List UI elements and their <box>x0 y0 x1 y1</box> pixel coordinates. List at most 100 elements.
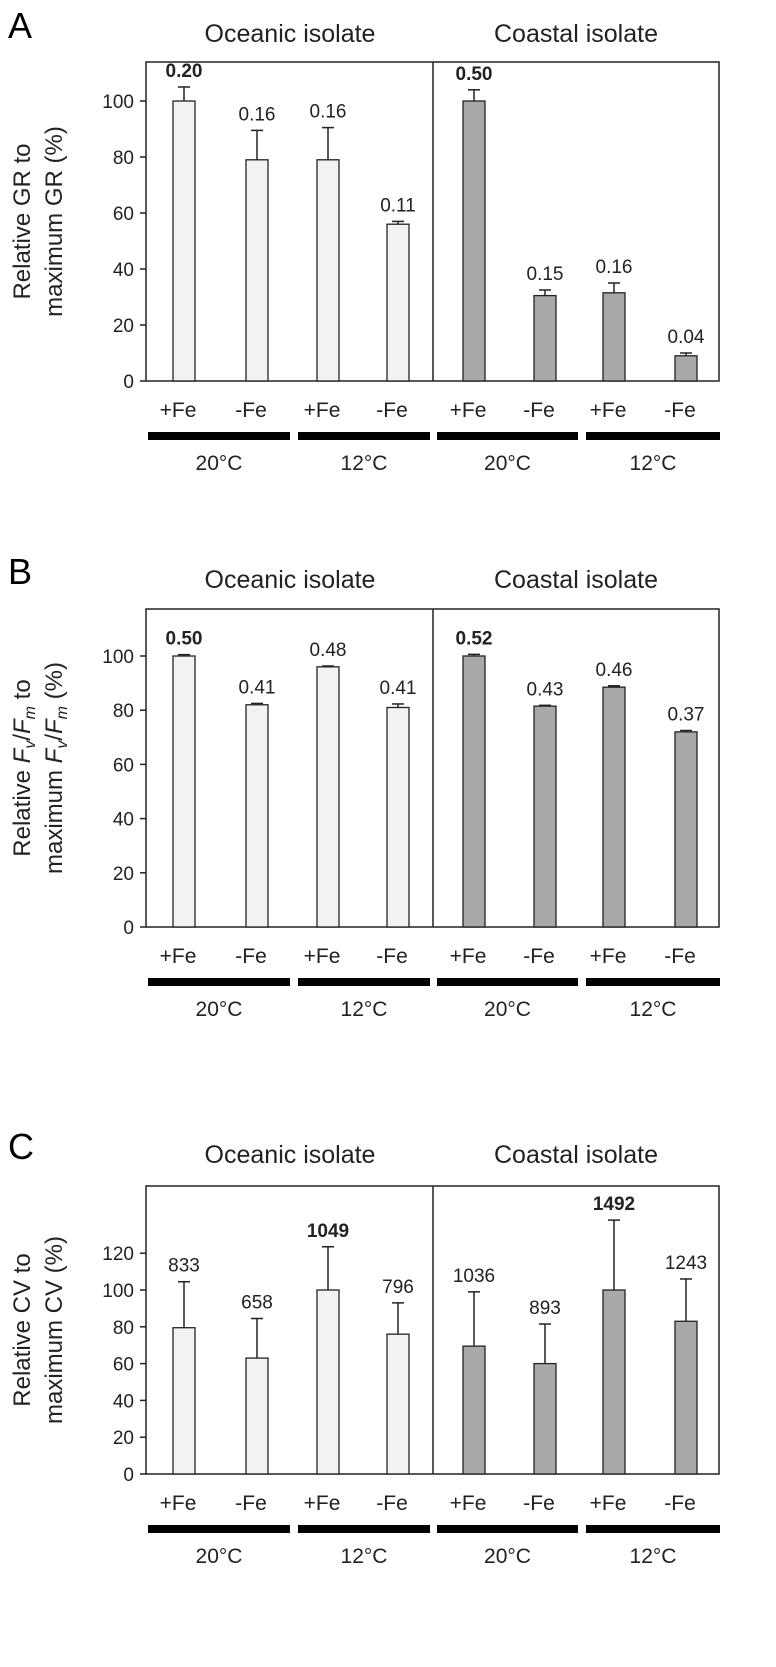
data-label: 1036 <box>453 1266 495 1287</box>
bar-oceanic <box>316 666 340 928</box>
y-axis-label: Relative GR to <box>9 143 36 299</box>
y-axis-label-part: m <box>22 706 39 719</box>
bar-coastal <box>674 1320 698 1475</box>
data-label: 1243 <box>665 1253 707 1274</box>
bar-coastal <box>674 355 698 382</box>
x-category-label: +Fe <box>160 945 197 968</box>
y-tick-label: 100 <box>102 1281 134 1302</box>
y-tick-label: 0 <box>123 918 134 939</box>
temperature-bar <box>148 1525 290 1533</box>
panel-letter: A <box>8 5 32 46</box>
bar-coastal <box>462 1345 486 1475</box>
x-category-label: -Fe <box>376 945 408 968</box>
x-category-label: -Fe <box>664 1492 696 1515</box>
x-category-label: -Fe <box>376 399 408 422</box>
bar-oceanic <box>172 100 196 382</box>
y-axis-label-part: maximum CV (%) <box>41 1236 68 1424</box>
x-category-label: +Fe <box>450 399 487 422</box>
temperature-label: 20°C <box>484 1545 531 1568</box>
bar-coastal <box>533 294 557 382</box>
y-tick-label: 60 <box>113 1355 134 1376</box>
data-label: 1492 <box>593 1194 635 1215</box>
bar-coastal <box>602 292 626 382</box>
temperature-bar <box>148 432 290 440</box>
bar-coastal <box>533 705 557 928</box>
data-label: 0.41 <box>380 678 417 699</box>
data-label: 0.50 <box>456 64 493 85</box>
bar-coastal <box>533 1362 557 1475</box>
y-tick-label: 80 <box>113 1318 134 1339</box>
group-title: Coastal isolate <box>494 566 658 594</box>
x-category-label: -Fe <box>235 1492 267 1515</box>
bar-oceanic <box>386 1333 410 1475</box>
bar-coastal <box>462 100 486 382</box>
bar-coastal <box>674 731 698 928</box>
temperature-label: 20°C <box>196 1545 243 1568</box>
y-tick-label: 40 <box>113 260 134 281</box>
temperature-bar <box>586 432 720 440</box>
x-category-label: -Fe <box>235 399 267 422</box>
temperature-bar <box>298 978 430 986</box>
group-title: Oceanic isolate <box>205 566 376 594</box>
y-axis-label-part: F <box>41 718 68 734</box>
group-title: Oceanic isolate <box>205 1141 376 1169</box>
bar-oceanic <box>172 655 196 928</box>
temperature-label: 12°C <box>341 1545 388 1568</box>
data-label: 796 <box>382 1277 414 1298</box>
temperature-label: 12°C <box>630 452 677 475</box>
y-axis-label: Relative CV to <box>9 1253 36 1406</box>
data-label: 833 <box>168 1256 200 1277</box>
y-tick-label: 40 <box>113 810 134 831</box>
x-category-label: -Fe <box>664 945 696 968</box>
y-tick-label: 120 <box>102 1244 134 1265</box>
y-tick-label: 20 <box>113 316 134 337</box>
y-axis-label-part: v <box>22 740 39 749</box>
y-tick-label: 20 <box>113 864 134 885</box>
bar-coastal <box>462 655 486 928</box>
temperature-label: 12°C <box>341 998 388 1021</box>
data-label: 0.20 <box>166 61 203 82</box>
data-label: 0.16 <box>239 104 276 125</box>
y-axis-label-part: v <box>54 740 71 749</box>
y-tick-label: 60 <box>113 755 134 776</box>
y-axis-label: Relative Fv/Fm to <box>9 679 39 856</box>
temperature-bar <box>298 1525 430 1533</box>
panel-B: B Oceanic isolate Coastal isolate 0 20 40 60 80… <box>8 551 720 1021</box>
data-label: 0.50 <box>166 629 203 650</box>
panel-letter: B <box>8 551 32 592</box>
x-category-label: +Fe <box>450 1492 487 1515</box>
panel-C: C Oceanic isolate Coastal isolate 0 20 40 60 80… <box>8 1126 720 1568</box>
x-category-label: -Fe <box>664 399 696 422</box>
y-tick-label: 0 <box>123 1465 134 1486</box>
y-tick-label: 20 <box>113 1428 134 1449</box>
bar-coastal <box>602 686 626 928</box>
bar-oceanic <box>386 706 410 928</box>
temperature-bar <box>437 432 578 440</box>
y-axis-label: maximum Fv/Fm (%) <box>41 662 71 874</box>
data-label: 893 <box>529 1298 561 1319</box>
data-label: 0.04 <box>668 327 705 348</box>
y-axis-label-part: / <box>41 734 68 741</box>
temperature-bar <box>298 432 430 440</box>
data-label: 0.15 <box>527 264 564 285</box>
data-label: 0.43 <box>527 679 564 700</box>
temperature-bar <box>586 1525 720 1533</box>
group-title: Oceanic isolate <box>205 20 376 48</box>
x-category-label: +Fe <box>160 399 197 422</box>
bar-oceanic <box>245 704 269 928</box>
y-axis-label-part: (%) <box>41 662 68 706</box>
x-category-label: -Fe <box>376 1492 408 1515</box>
temperature-label: 20°C <box>484 998 531 1021</box>
bar-oceanic <box>172 1327 196 1475</box>
x-category-label: +Fe <box>450 945 487 968</box>
y-axis-label-part: F <box>9 747 36 763</box>
data-label: 1049 <box>307 1221 349 1242</box>
data-label: 0.48 <box>310 640 347 661</box>
y-axis-label-part: m <box>54 706 71 719</box>
bar-oceanic <box>245 159 269 382</box>
y-tick-label: 60 <box>113 204 134 225</box>
y-tick-label: 80 <box>113 148 134 169</box>
panel-letter: C <box>8 1126 34 1167</box>
x-category-label: +Fe <box>304 945 341 968</box>
bar-oceanic <box>316 159 340 382</box>
